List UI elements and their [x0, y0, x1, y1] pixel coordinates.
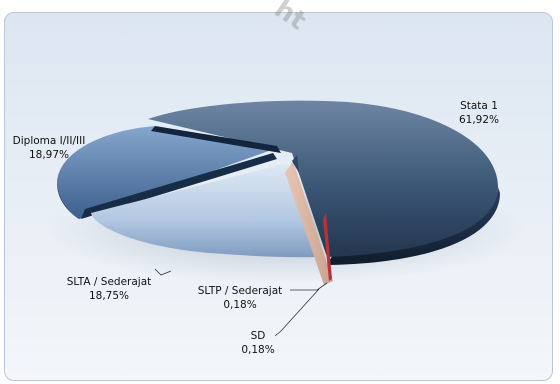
- label-sltp-value: 0,18%: [223, 299, 256, 311]
- label-diploma-value: 18,97%: [29, 149, 69, 161]
- label-slta-name: SLTA / Sederajat: [67, 276, 152, 288]
- leader-line-sltp: [290, 282, 328, 291]
- slice-sd: [292, 155, 299, 173]
- pie-chart: Stata 1 61,92% Diploma I/II/III 18,97% S…: [13, 100, 525, 356]
- slice-diploma-edge: [151, 126, 281, 153]
- label-stata-1-value: 61,92%: [459, 114, 499, 126]
- slice-diploma: [57, 126, 277, 219]
- chart-frame: Stata 1 61,92% Diploma I/II/III 18,97% S…: [4, 12, 553, 381]
- slice-sltp: [323, 213, 332, 281]
- slice-slta: [91, 163, 319, 258]
- label-sltp-name: SLTP / Sederajat: [198, 285, 283, 297]
- leader-line-slta: [154, 268, 172, 276]
- label-stata-1-name: Stata 1: [460, 100, 498, 112]
- label-slta-value: 18,75%: [89, 290, 129, 302]
- label-sd-name: SD: [251, 330, 266, 342]
- slice-stata-1: [148, 100, 498, 257]
- slice-sltp-wall: [285, 161, 333, 285]
- label-diploma-name: Diploma I/II/III: [13, 135, 86, 147]
- label-sd-value: 0,18%: [241, 344, 274, 356]
- slice-stata-1-side: [327, 187, 500, 265]
- slice-diploma-inner-edge: [81, 153, 277, 219]
- leader-line-sd: [274, 288, 320, 337]
